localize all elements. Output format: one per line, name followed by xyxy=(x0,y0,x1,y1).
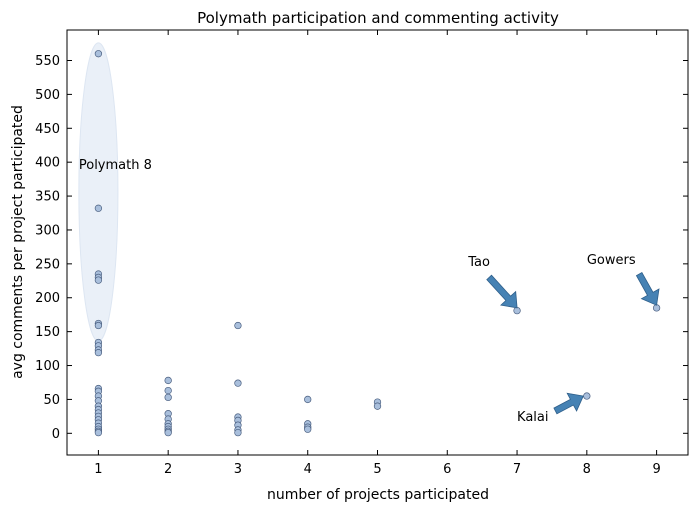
data-point xyxy=(164,428,172,437)
data-point xyxy=(583,392,591,400)
plot-frame xyxy=(66,29,689,456)
x-tick-label: 8 xyxy=(583,462,591,477)
x-tick-label: 3 xyxy=(234,462,242,477)
data-point xyxy=(94,348,103,357)
y-tick-label: 550 xyxy=(35,54,60,69)
y-tick-label: 250 xyxy=(35,257,60,272)
annotation-label: Gowers xyxy=(587,253,636,268)
y-tick-label: 150 xyxy=(35,325,60,340)
x-axis-label: number of projects participated xyxy=(267,487,489,503)
y-tick-label: 100 xyxy=(35,359,60,374)
y-tick-label: 0 xyxy=(52,427,60,442)
data-point xyxy=(304,425,312,433)
x-tick-label: 7 xyxy=(513,462,521,477)
x-tick-label: 1 xyxy=(94,462,102,477)
data-point xyxy=(94,276,103,284)
annotation-label: Polymath 8 xyxy=(79,158,152,173)
annotation-label: Kalai xyxy=(517,410,548,425)
data-point xyxy=(234,428,242,437)
data-point xyxy=(234,321,242,330)
data-point xyxy=(234,379,242,387)
chart-title: Polymath participation and commenting ac… xyxy=(197,9,559,27)
data-point xyxy=(164,376,172,385)
y-tick-label: 450 xyxy=(35,122,60,137)
data-point xyxy=(94,428,103,437)
x-tick-label: 6 xyxy=(443,462,451,477)
y-axis-label: avg comments per project participated xyxy=(10,105,26,379)
data-point xyxy=(94,321,103,330)
data-point xyxy=(94,50,103,58)
highlight-ellipse xyxy=(78,42,119,342)
data-point xyxy=(94,204,103,212)
annotation-label: Tao xyxy=(467,255,490,270)
annotation-arrow xyxy=(553,392,584,415)
x-tick-label: 5 xyxy=(373,462,381,477)
data-point xyxy=(164,386,172,395)
y-tick-label: 50 xyxy=(43,393,60,408)
y-tick-label: 350 xyxy=(35,190,60,205)
y-tick-label: 200 xyxy=(35,291,60,306)
x-tick-label: 9 xyxy=(652,462,660,477)
y-tick-label: 500 xyxy=(35,88,60,103)
x-tick-label: 2 xyxy=(164,462,172,477)
x-tick-label: 4 xyxy=(304,462,312,477)
annotation-arrow xyxy=(486,274,518,309)
data-point xyxy=(304,395,312,404)
data-point xyxy=(513,306,521,315)
y-tick-label: 300 xyxy=(35,223,60,238)
y-tick-label: 400 xyxy=(35,156,60,171)
data-point xyxy=(164,393,172,402)
annotation-arrow xyxy=(635,271,660,306)
data-point xyxy=(373,402,382,410)
